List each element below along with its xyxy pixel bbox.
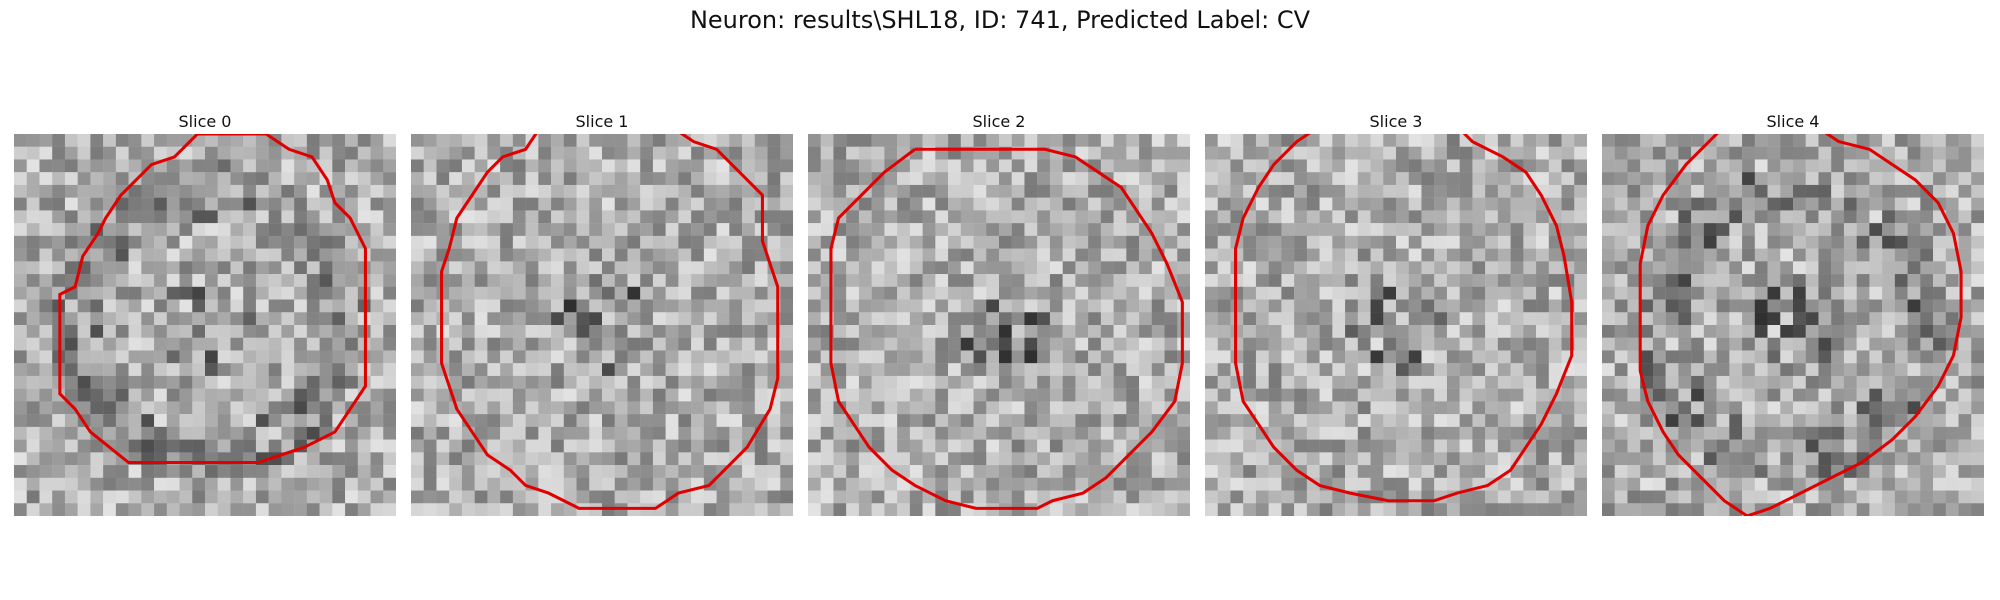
panel-slice-2: Slice 2 <box>808 110 1190 516</box>
slice-image <box>1602 134 1984 516</box>
segmentation-contour <box>1638 134 1963 516</box>
segmentation-contour <box>440 134 780 510</box>
panel-title: Slice 0 <box>178 112 232 131</box>
slice-image <box>411 134 793 516</box>
pixel-grid <box>1602 134 1984 516</box>
slice-image <box>1205 134 1587 516</box>
panel-slice-1: Slice 1 <box>411 110 793 516</box>
slice-image <box>808 134 1190 516</box>
pixel-grid <box>1205 134 1587 516</box>
panel-title: Slice 3 <box>1369 112 1423 131</box>
segmentation-contour <box>58 134 367 465</box>
panel-slice-3: Slice 3 <box>1205 110 1587 516</box>
panel-slice-0: Slice 0 <box>14 110 396 516</box>
pixel-grid <box>808 134 1190 516</box>
pixel-grid <box>14 134 396 516</box>
segmentation-contour <box>829 147 1184 510</box>
pixel-grid <box>411 134 793 516</box>
segmentation-contour <box>1234 134 1574 503</box>
panel-title: Slice 1 <box>575 112 629 131</box>
panel-title: Slice 4 <box>1766 112 1820 131</box>
figure-title: Neuron: results\SHL18, ID: 741, Predicte… <box>689 6 1311 34</box>
slice-image <box>14 134 396 516</box>
panel-slice-4: Slice 4 <box>1602 110 1984 516</box>
panel-title: Slice 2 <box>972 112 1026 131</box>
